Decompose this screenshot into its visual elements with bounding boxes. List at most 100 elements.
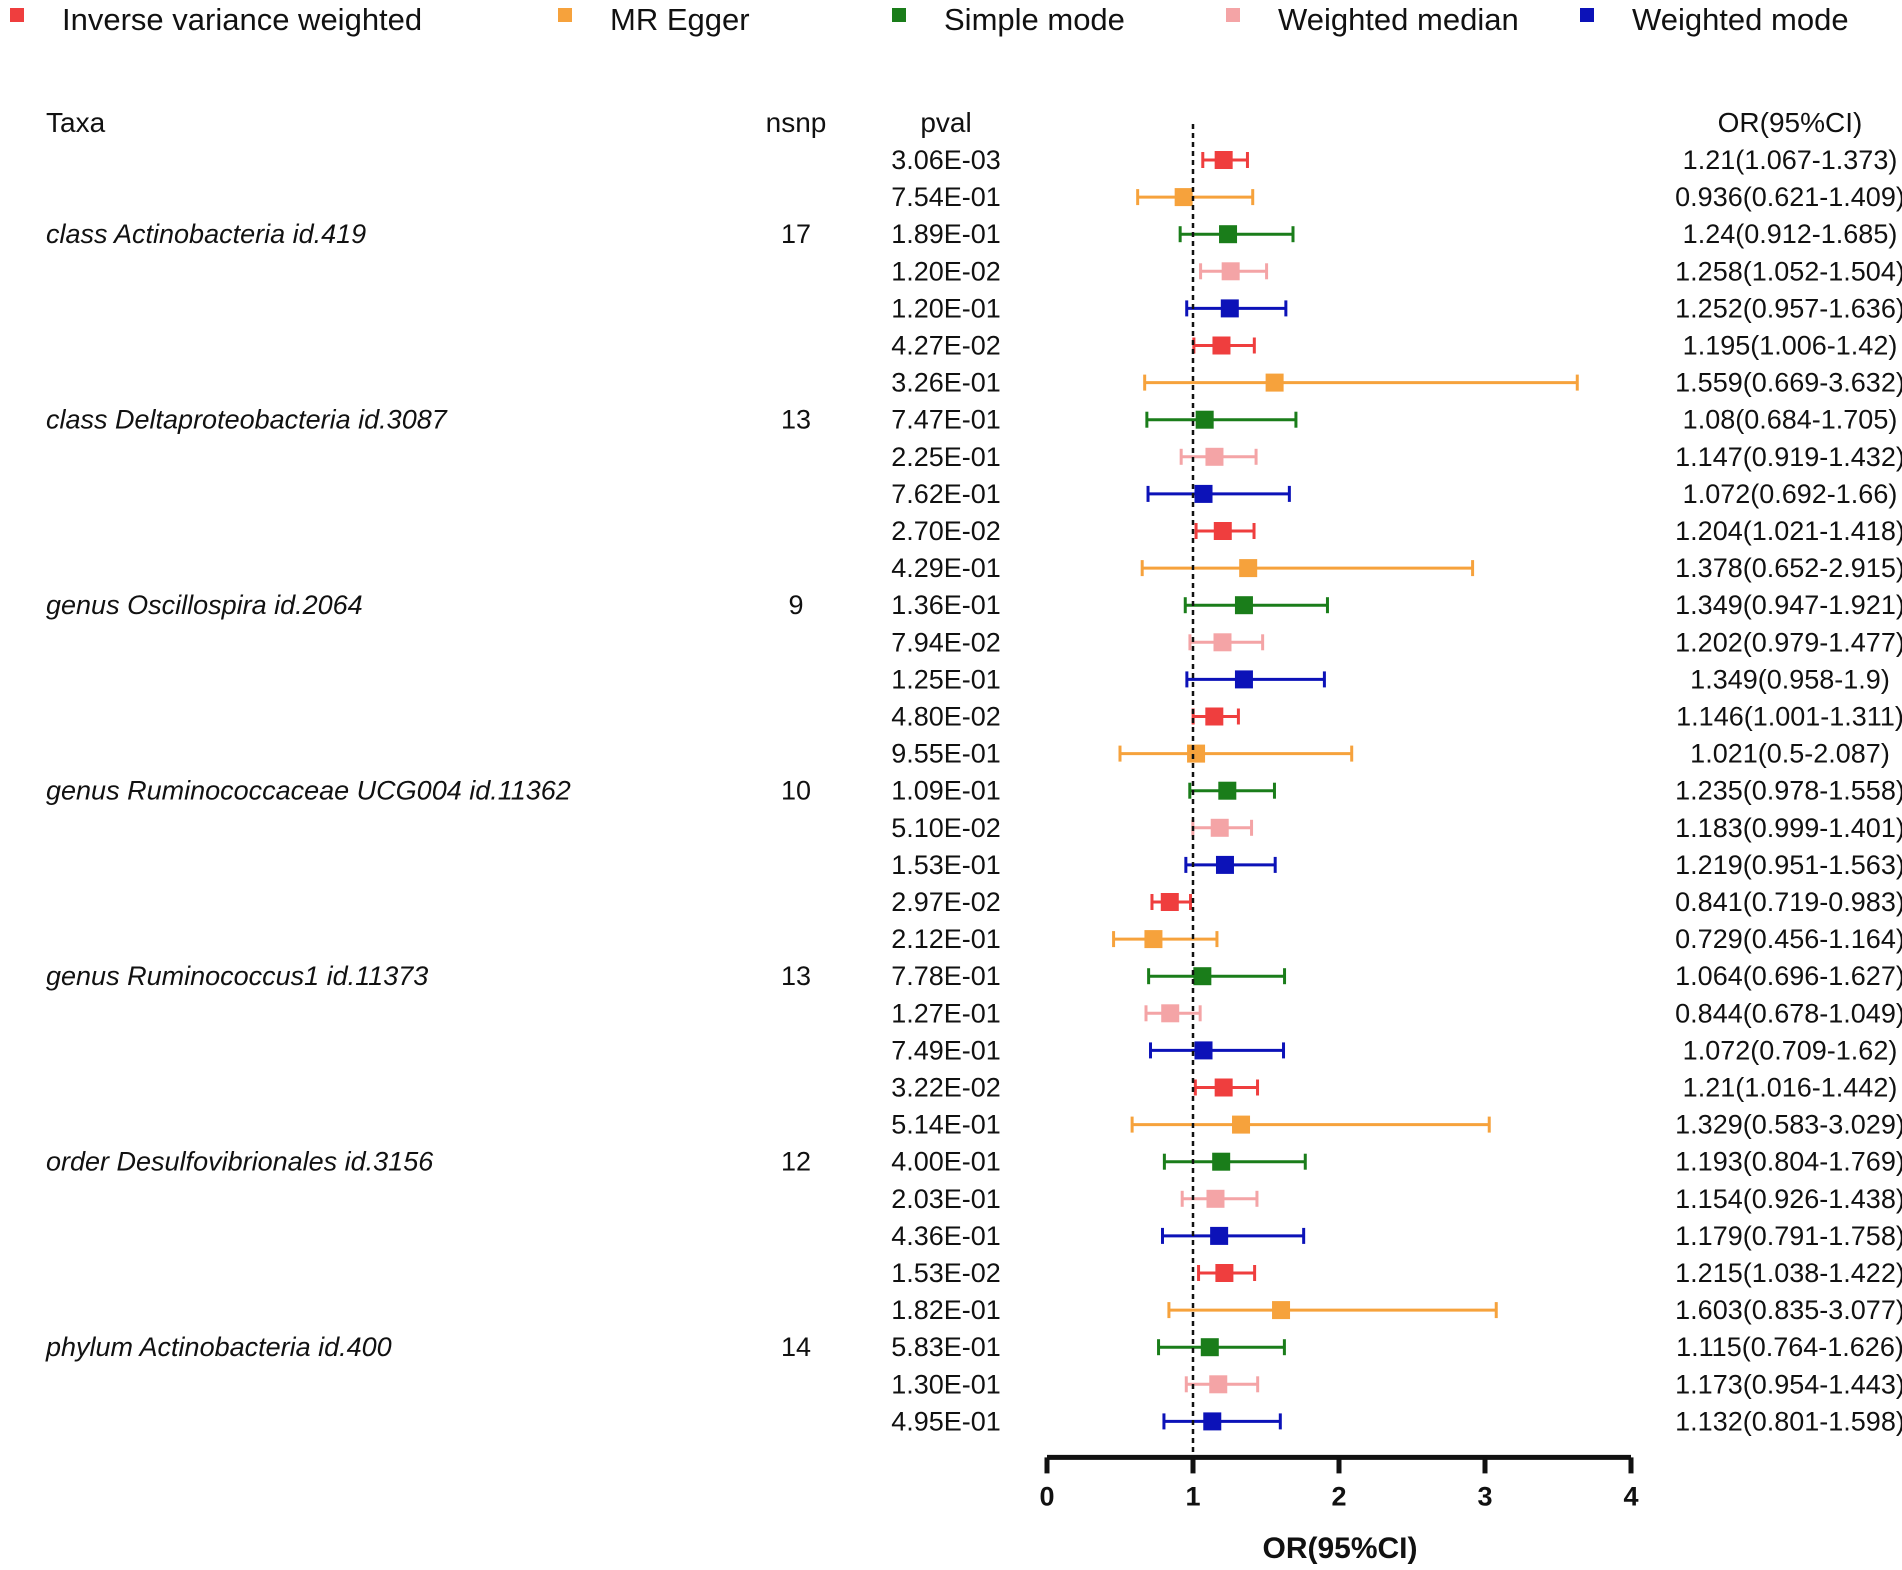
x-tick-label: 4 [1623, 1481, 1638, 1511]
pval-value: 4.00E-01 [891, 1147, 1001, 1177]
header-or: OR(95%CI) [1718, 107, 1863, 138]
estimate-mark [1140, 559, 1475, 578]
legend-entry-2: MR Egger [558, 2, 750, 37]
estimate-mark [1183, 596, 1329, 615]
taxa-label: class Deltaproteobacteria id.3087 [46, 405, 448, 435]
pval-value: 2.97E-02 [891, 887, 1001, 917]
estimate-mark [1192, 336, 1256, 355]
taxa-group-6: order Desulfovibrionales id.3156 12 3.22E-… [46, 1073, 1902, 1251]
point-estimate [1205, 707, 1224, 726]
estimate-mark [1144, 1004, 1202, 1023]
estimate-mark [1162, 1412, 1282, 1431]
taxa-label: genus Oscillospira id.2064 [46, 590, 363, 620]
estimate-mark [1188, 781, 1276, 800]
taxa-label: genus Ruminococcaceae UCG004 id.11362 [46, 776, 571, 806]
or-ci-value: 1.603(0.835-3.077) [1675, 1295, 1902, 1325]
point-estimate [1213, 522, 1232, 540]
pval-value: 1.09E-01 [891, 776, 1001, 806]
taxa-label: phylum Actinobacteria id.400 [45, 1332, 392, 1362]
point-estimate [1161, 1004, 1180, 1023]
pval-value: 1.89E-01 [891, 219, 1001, 249]
x-tick-label: 2 [1331, 1481, 1346, 1511]
or-ci-value: 1.08(0.684-1.705) [1683, 405, 1898, 435]
pval-value: 1.82E-01 [891, 1295, 1001, 1325]
taxa-label: order Desulfovibrionales id.3156 [46, 1147, 434, 1177]
pval-value: 5.83E-01 [891, 1332, 1001, 1362]
or-ci-value: 1.146(1.001-1.311) [1676, 702, 1902, 732]
point-estimate [1210, 818, 1229, 837]
point-estimate [1195, 410, 1214, 429]
x-tick-label: 1 [1185, 1481, 1200, 1511]
header-nsnp: nsnp [766, 107, 827, 138]
plot-area [1112, 124, 1579, 1458]
estimate-mark [1194, 522, 1256, 540]
or-ci-value: 0.936(0.621-1.409) [1675, 182, 1902, 212]
or-ci-value: 1.183(0.999-1.401) [1675, 813, 1902, 843]
pval-value: 3.06E-03 [891, 145, 1001, 175]
estimate-mark [1185, 670, 1326, 689]
or-ci-value: 1.215(1.038-1.422) [1675, 1258, 1902, 1288]
or-ci-value: 1.349(0.958-1.9) [1690, 664, 1890, 694]
x-axis: 0 1 2 3 4 [1039, 1454, 1639, 1511]
taxa-group-7: phylum Actinobacteria id.400 14 1.53E-02 1.… [45, 1258, 1902, 1436]
pval-value: 1.53E-02 [891, 1258, 1001, 1288]
pval-value: 9.55E-01 [891, 739, 1001, 769]
estimate-mark [1180, 1189, 1259, 1208]
or-ci-value: 1.195(1.006-1.42) [1683, 331, 1898, 361]
pval-value: 3.26E-01 [891, 368, 1001, 398]
point-estimate [1174, 188, 1193, 207]
legend-entry-3: Simple mode [892, 2, 1125, 37]
point-estimate [1187, 744, 1206, 763]
estimate-mark [1201, 151, 1249, 169]
or-ci-value: 1.21(1.016-1.442) [1683, 1073, 1898, 1103]
taxa-label: class Actinobacteria id.419 [46, 219, 366, 249]
or-ci-value: 1.193(0.804-1.769) [1675, 1147, 1902, 1177]
estimate-mark [1157, 1338, 1286, 1357]
point-estimate [1160, 893, 1179, 911]
pval-value: 7.47E-01 [891, 405, 1001, 435]
point-estimate [1272, 1301, 1291, 1320]
nsnp-value: 17 [781, 219, 811, 249]
point-estimate [1210, 1226, 1229, 1245]
or-ci-value: 1.179(0.791-1.758) [1675, 1221, 1902, 1251]
legend-label: Weighted mode [1632, 2, 1849, 37]
estimate-mark [1191, 707, 1240, 726]
nsnp-value: 9 [788, 590, 803, 620]
estimate-mark [1167, 1301, 1498, 1320]
pval-value: 4.29E-01 [891, 553, 1001, 583]
point-estimate [1212, 336, 1231, 355]
or-ci-value: 1.021(0.5-2.087) [1690, 739, 1890, 769]
pval-value: 3.22E-02 [891, 1073, 1001, 1103]
pval-value: 7.94E-02 [891, 627, 1001, 657]
legend-swatch [892, 8, 906, 22]
taxa-label: genus Ruminococcus1 id.11373 [46, 961, 428, 991]
pval-value: 2.12E-01 [891, 924, 1001, 954]
estimate-mark [1118, 744, 1354, 763]
nsnp-value: 10 [781, 776, 811, 806]
nsnp-value: 14 [781, 1332, 811, 1362]
point-estimate [1194, 484, 1213, 503]
estimate-mark [1147, 967, 1287, 986]
or-ci-value: 1.252(0.957-1.636) [1675, 293, 1902, 323]
estimate-mark [1184, 1375, 1260, 1394]
or-ci-value: 1.329(0.583-3.029) [1675, 1110, 1902, 1140]
estimate-mark [1179, 447, 1258, 466]
legend-entry-4: Weighted median [1226, 2, 1519, 37]
or-ci-value: 1.072(0.709-1.62) [1683, 1035, 1898, 1065]
pval-value: 7.49E-01 [891, 1035, 1001, 1065]
estimate-mark [1145, 410, 1298, 429]
legend-entry-5: Weighted mode [1580, 2, 1849, 37]
point-estimate [1194, 1041, 1213, 1060]
point-estimate [1232, 1115, 1251, 1134]
point-estimate [1221, 262, 1240, 281]
estimate-mark [1184, 855, 1277, 874]
taxa-group-5: genus Ruminococcus1 id.11373 13 2.97E-02 0.… [46, 887, 1902, 1065]
pval-value: 1.53E-01 [891, 850, 1001, 880]
pval-value: 4.95E-01 [891, 1406, 1001, 1436]
taxa-group-4: genus Ruminococcaceae UCG004 id.11362 10 4… [46, 702, 1902, 880]
header-taxa: Taxa [46, 107, 106, 138]
pval-value: 2.25E-01 [891, 442, 1001, 472]
point-estimate [1215, 1264, 1234, 1282]
legend-label: Simple mode [944, 2, 1125, 37]
